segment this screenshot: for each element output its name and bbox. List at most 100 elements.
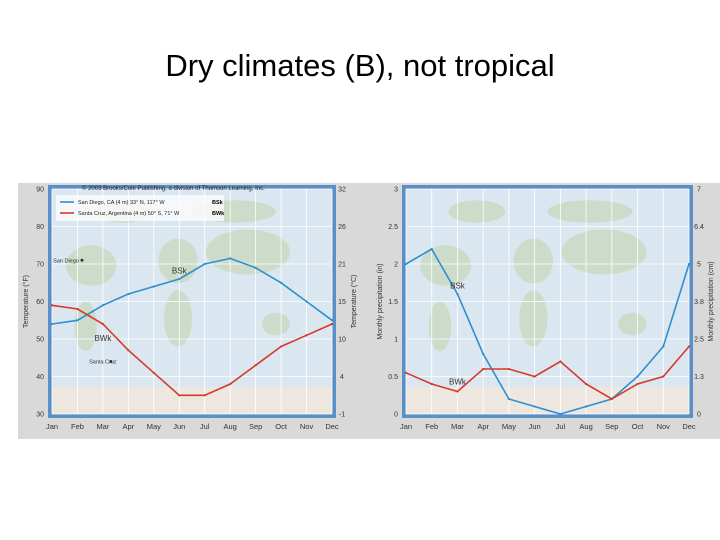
chart1-ytick-left: 30 (36, 412, 44, 419)
chart2-point-bwk (482, 367, 485, 371)
chart2-ytick-left: 0 (394, 412, 398, 419)
chart2-map-land (519, 290, 548, 347)
chart2-map-land (618, 312, 647, 336)
chart2-point-bsk (482, 352, 485, 356)
chart1-map-land (262, 312, 290, 336)
chart1-location-dot (80, 258, 84, 262)
chart1-ytick-right: 4 (340, 374, 344, 381)
chart2-xtick: Jan (400, 422, 412, 431)
chart1-map-land (66, 245, 117, 286)
chart1-point-bwk (305, 334, 308, 337)
chart1-point-bwk (178, 394, 181, 397)
chart2-point-bsk (559, 412, 562, 416)
chart1-annotation: BWk (94, 334, 112, 343)
chart1-point-bwk (101, 322, 105, 326)
chart1-point-bwk (229, 382, 232, 386)
chart2-xtick: Jun (529, 422, 541, 431)
chart2-point-bsk (533, 405, 536, 408)
chart1-annotation: BSk (172, 267, 188, 276)
chart1-ytick-right: 21 (338, 262, 346, 269)
chart1-ytick-right: 10 (338, 337, 346, 344)
chart2-ytick-right: 7 (697, 187, 701, 194)
climate-figure: 30 40 50 60 70 80 90 -1 4 10 15 21 26 32 Jan Feb Mar Apr M… (18, 183, 720, 439)
chart1-series-bsk (51, 257, 333, 325)
chart2-point-bsk (687, 262, 691, 266)
chart1-credit: © 2003 Brooks/Cole Publishing, a divisio… (82, 185, 265, 192)
chart1-xtick: Jan (46, 422, 58, 431)
chart2-point-bwk (584, 382, 588, 386)
chart1-ytick-right: 26 (338, 224, 346, 231)
chart2-ytick-right: 2.5 (694, 337, 704, 344)
chart2-ytick-left: 1 (394, 337, 398, 344)
chart1-ylabel-right: Temperature (°C) (350, 275, 358, 329)
chart2-point-bwk (430, 382, 433, 386)
chart1-annotation: Santa Cruz (89, 360, 117, 366)
chart2-xtick: May (502, 422, 516, 431)
chart2-ytick-right: 3.8 (694, 299, 704, 306)
chart2-map-land (420, 245, 472, 286)
chart1-map-antarctica (52, 387, 332, 414)
chart2-ytick-left: 0.5 (388, 374, 398, 381)
chart1-point-bsk (76, 319, 79, 322)
chart2-point-bsk (507, 397, 511, 401)
chart1-point-bsk (127, 292, 130, 296)
chart1-point-bsk (178, 277, 181, 281)
chart1-point-bwk (203, 394, 206, 397)
chart2-point-bsk (404, 262, 408, 266)
chart2-ylabel-right: Monthly precipitation (cm) (708, 261, 715, 341)
chart1-point-bsk (279, 281, 283, 284)
chart1-point-bsk (101, 304, 105, 307)
chart2-point-bwk (636, 382, 639, 386)
chart1-location-dot (109, 360, 113, 363)
chart1-legend-label: Santa Cruz, Argentina (4 m) 50° S, 71° W (78, 211, 180, 217)
chart1-ytick-left: 90 (36, 187, 44, 194)
chart2-point-bwk (533, 375, 536, 378)
chart1-point-bsk (203, 262, 206, 266)
chart1-point-bsk (229, 257, 232, 260)
chart2-ytick-right: 1.3 (694, 374, 704, 381)
chart2-point-bwk (404, 371, 408, 374)
chart2-xtick: Feb (425, 422, 438, 431)
chart2-xtick: Sep (605, 422, 618, 431)
chart1-point-bsk (305, 300, 308, 303)
chart2-point-bsk (636, 375, 639, 378)
chart1-xtick: Apr (123, 422, 135, 431)
chart1-point-bwk (152, 371, 155, 374)
chart1-ytick-right: 15 (338, 299, 346, 306)
chart1-series-bwk (51, 304, 333, 397)
chart2-xtick: Dec (682, 422, 696, 431)
chart2-ytick-right: 6.4 (694, 224, 704, 231)
slide-title: Dry climates (B), not tropical (165, 48, 555, 83)
chart1-xtick: Jun (173, 422, 185, 431)
chart1-map-land (164, 290, 192, 347)
chart2-map-land (448, 200, 506, 223)
chart1-point-bsk (254, 266, 257, 269)
chart1-ytick-left: 50 (36, 337, 44, 344)
chart2-series-bsk (405, 247, 690, 415)
chart2-ytick-right: 5 (697, 262, 701, 269)
chart1-point-bwk (76, 307, 79, 311)
chart1-ylabel-left: Temperature (°F) (22, 275, 30, 328)
chart2-series-bwk (405, 345, 690, 400)
chart1-point-bsk (152, 285, 155, 288)
chart2-point-bwk (456, 390, 459, 393)
chart1-point-bsk (50, 322, 54, 326)
chart1-legend-code: BSk (212, 200, 224, 206)
chart1-xtick: Dec (325, 422, 339, 431)
chart2-ytick-left: 1.5 (388, 299, 398, 306)
chart2-point-bsk (584, 405, 588, 408)
chart2-ytick-left: 2 (394, 262, 398, 269)
chart2-point-bwk (662, 375, 665, 378)
chart2-ytick-left: 2.5 (388, 224, 398, 231)
chart2-point-bsk (456, 292, 459, 296)
chart1-xtick: Mar (96, 422, 109, 431)
chart2-map-land (561, 229, 647, 275)
chart1-map-land (206, 229, 290, 275)
chart1-point-bwk (330, 322, 334, 326)
chart2-ylabel-left: Monthly precipitation (in) (377, 263, 384, 339)
chart1-point-bwk (254, 364, 257, 367)
chart1-ytick-right: -1 (339, 412, 345, 419)
chart2-point-bsk (662, 345, 665, 348)
chart1-point-bwk (50, 304, 54, 307)
